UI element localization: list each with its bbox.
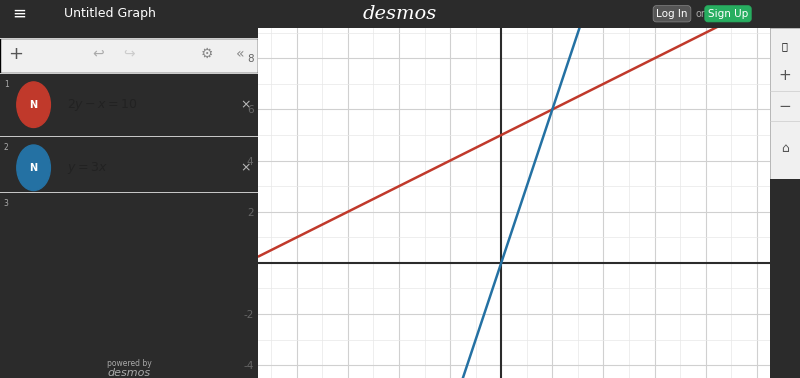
Text: +: + (778, 68, 791, 84)
Text: 🔧: 🔧 (782, 41, 788, 51)
Text: ×: × (240, 161, 250, 174)
Text: ⚙: ⚙ (201, 47, 213, 61)
Text: ↩: ↩ (92, 47, 104, 61)
Circle shape (17, 82, 50, 127)
FancyBboxPatch shape (770, 28, 800, 179)
Text: powered by: powered by (107, 359, 151, 369)
Text: 3: 3 (4, 199, 9, 208)
Text: or: or (695, 9, 705, 19)
Text: −: − (778, 99, 791, 114)
Text: desmos: desmos (108, 368, 150, 378)
Text: 1: 1 (4, 80, 9, 89)
Text: ⌂: ⌂ (781, 142, 789, 155)
Text: Untitled Graph: Untitled Graph (64, 7, 156, 20)
Text: 2: 2 (4, 143, 9, 152)
FancyBboxPatch shape (0, 38, 258, 73)
Text: N: N (30, 100, 38, 110)
Text: Log In: Log In (656, 9, 688, 19)
Circle shape (17, 145, 50, 191)
Text: $y=3x$: $y=3x$ (67, 160, 108, 176)
Text: ×: × (240, 98, 250, 111)
Text: +: + (8, 45, 23, 63)
Text: $2y-x=10$: $2y-x=10$ (67, 97, 138, 113)
Text: «: « (236, 47, 245, 61)
Text: desmos: desmos (363, 5, 437, 23)
Text: Sign Up: Sign Up (708, 9, 748, 19)
Text: N: N (30, 163, 38, 173)
Text: ↪: ↪ (123, 47, 135, 61)
Text: ≡: ≡ (12, 5, 26, 23)
